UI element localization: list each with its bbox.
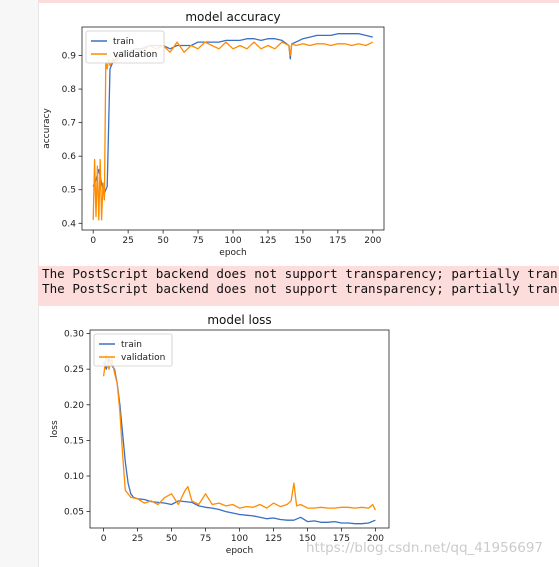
loss-plot: model loss 0 25 50 75 100 125 150 175 200 0.05 0.10… [40, 310, 400, 560]
y-tick-label: 0.9 [62, 52, 77, 62]
accuracy-chart-svg: model accuracy 0 25 50 75 100 125 150 175 200 0.4 0… [42, 10, 385, 258]
y-tick-label: 0.05 [64, 508, 84, 518]
stderr-warning-output: The PostScript backend does not support … [38, 266, 559, 306]
chart-title: model loss [207, 313, 271, 327]
y-tick-label: 0.20 [64, 401, 84, 411]
y-tick-label: 0.7 [62, 119, 76, 129]
x-tick-label: 0 [90, 236, 96, 246]
y-tick-label: 0.6 [62, 152, 77, 162]
loss-chart-svg: model loss 0 25 50 75 100 125 150 175 200 0.05 0.10… [50, 313, 390, 556]
x-tick-label: 50 [157, 236, 169, 246]
x-tick-label: 175 [333, 534, 350, 544]
legend-label: validation [113, 50, 157, 60]
y-tick-label: 0.15 [64, 436, 84, 446]
x-tick-label: 200 [367, 534, 384, 544]
series-line-train [102, 357, 376, 525]
x-tick-label: 50 [166, 534, 178, 544]
y-tick-label: 0.10 [64, 472, 84, 482]
x-tick-label: 75 [200, 534, 211, 544]
x-tick-label: 25 [132, 534, 143, 544]
legend-box [85, 30, 165, 64]
x-tick-label: 175 [329, 236, 346, 246]
legend-label: train [121, 340, 142, 350]
accuracy-plot: model accuracy 0 25 50 75 100 125 150 175 200 0.4 0… [40, 6, 400, 258]
x-tick-label: 125 [259, 236, 276, 246]
x-tick-label: 75 [192, 236, 203, 246]
legend-label: train [113, 37, 134, 47]
y-tick-label: 0.8 [62, 85, 77, 95]
legend-label: validation [121, 353, 165, 363]
y-axis-label: loss [50, 420, 60, 438]
x-tick-label: 100 [224, 236, 241, 246]
y-tick-label: 0.4 [62, 219, 77, 229]
x-axis-label: epoch [226, 546, 253, 556]
chart-title: model accuracy [185, 10, 280, 24]
x-tick-label: 25 [122, 236, 133, 246]
y-tick-label: 0.25 [64, 365, 84, 375]
notebook-gutter [0, 0, 39, 567]
y-tick-label: 0.5 [62, 186, 76, 196]
x-axis-label: epoch [219, 248, 246, 258]
x-tick-label: 100 [231, 534, 248, 544]
y-axis-label: accuracy [42, 108, 52, 149]
x-tick-label: 150 [299, 534, 316, 544]
x-tick-label: 150 [294, 236, 311, 246]
series-line-validation [102, 354, 376, 511]
warning-line: The PostScript backend does not support … [42, 281, 558, 296]
legend-box [93, 333, 173, 367]
previous-output-strip [38, 0, 559, 3]
x-tick-label: 125 [265, 534, 282, 544]
x-tick-label: 0 [101, 534, 107, 544]
x-tick-label: 200 [364, 236, 381, 246]
warning-line: The PostScript backend does not support … [42, 266, 558, 281]
y-tick-label: 0.30 [64, 330, 84, 340]
watermark: https://blog.csdn.net/qq_41956697 [306, 540, 544, 556]
